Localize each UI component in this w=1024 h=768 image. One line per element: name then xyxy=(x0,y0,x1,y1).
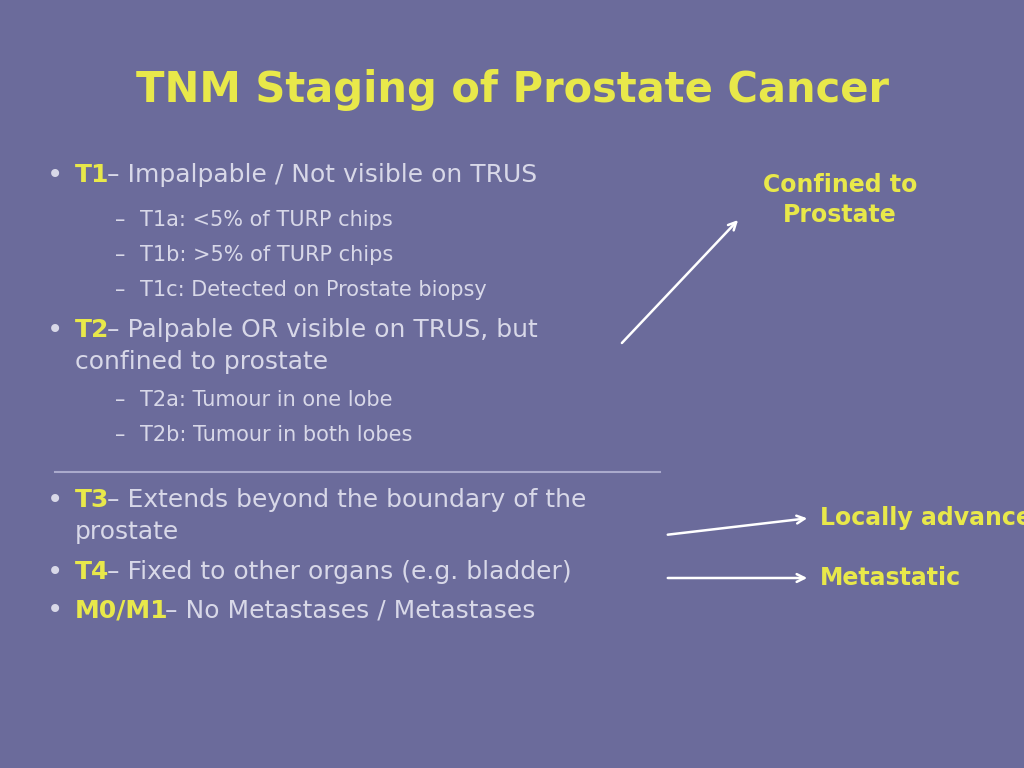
Text: Metastatic: Metastatic xyxy=(820,566,962,590)
Text: T1c: Detected on Prostate biopsy: T1c: Detected on Prostate biopsy xyxy=(140,280,486,300)
Text: prostate: prostate xyxy=(75,520,179,544)
Text: – Palpable OR visible on TRUS, but: – Palpable OR visible on TRUS, but xyxy=(106,318,538,342)
Text: – Fixed to other organs (e.g. bladder): – Fixed to other organs (e.g. bladder) xyxy=(106,560,571,584)
Text: T2b: Tumour in both lobes: T2b: Tumour in both lobes xyxy=(140,425,413,445)
Text: T3: T3 xyxy=(75,488,110,512)
Text: •: • xyxy=(47,161,63,189)
Text: Prostate: Prostate xyxy=(783,203,897,227)
Text: confined to prostate: confined to prostate xyxy=(75,350,328,374)
Text: Locally advanced: Locally advanced xyxy=(820,506,1024,530)
Text: •: • xyxy=(47,596,63,624)
Text: Confined to: Confined to xyxy=(763,173,918,197)
Text: T1: T1 xyxy=(75,163,110,187)
Text: – No Metastases / Metastases: – No Metastases / Metastases xyxy=(165,598,536,622)
Text: T1b: >5% of TURP chips: T1b: >5% of TURP chips xyxy=(140,245,393,265)
Text: T4: T4 xyxy=(75,560,110,584)
Text: M0/M1: M0/M1 xyxy=(75,598,169,622)
Text: •: • xyxy=(47,558,63,586)
Text: T1a: <5% of TURP chips: T1a: <5% of TURP chips xyxy=(140,210,393,230)
Text: T2a: Tumour in one lobe: T2a: Tumour in one lobe xyxy=(140,390,392,410)
Text: •: • xyxy=(47,486,63,514)
Text: – Extends beyond the boundary of the: – Extends beyond the boundary of the xyxy=(106,488,587,512)
Text: –: – xyxy=(115,245,125,265)
Text: T2: T2 xyxy=(75,318,110,342)
Text: –: – xyxy=(115,210,125,230)
Text: •: • xyxy=(47,316,63,344)
Text: –: – xyxy=(115,390,125,410)
Text: –: – xyxy=(115,280,125,300)
Text: – Impalpable / Not visible on TRUS: – Impalpable / Not visible on TRUS xyxy=(106,163,538,187)
Text: TNM Staging of Prostate Cancer: TNM Staging of Prostate Cancer xyxy=(135,69,889,111)
Text: –: – xyxy=(115,425,125,445)
